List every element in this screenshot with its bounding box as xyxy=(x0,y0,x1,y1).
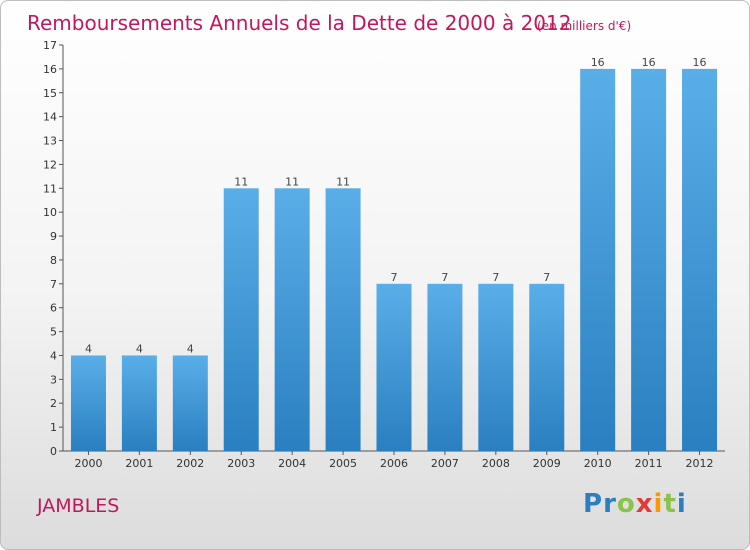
proxiti-logo: Proxiti xyxy=(583,489,687,519)
y-tick-label: 9 xyxy=(50,230,57,243)
chart-unit: (en milliers d'€) xyxy=(537,19,631,33)
bar-value-label: 7 xyxy=(441,271,448,284)
bar xyxy=(121,355,157,451)
logo-letter: o xyxy=(616,489,636,519)
x-tick-label: 2005 xyxy=(329,457,357,470)
bar xyxy=(70,355,106,451)
bar-value-label: 4 xyxy=(187,342,194,355)
bar-value-label: 7 xyxy=(492,271,499,284)
logo-letter: P xyxy=(583,489,604,519)
y-tick-label: 2 xyxy=(50,397,57,410)
y-tick-label: 11 xyxy=(43,182,57,195)
bar-value-label: 11 xyxy=(336,175,350,188)
x-tick-label: 2000 xyxy=(74,457,102,470)
y-tick-label: 10 xyxy=(43,206,57,219)
y-tick-label: 4 xyxy=(50,349,57,362)
chart-title: Remboursements Annuels de la Dette de 20… xyxy=(27,11,571,35)
y-tick-label: 3 xyxy=(50,373,57,386)
x-tick-label: 2010 xyxy=(584,457,612,470)
x-tick-label: 2001 xyxy=(125,457,153,470)
bar xyxy=(223,188,259,451)
bar-value-label: 11 xyxy=(234,175,248,188)
y-tick-label: 12 xyxy=(43,158,57,171)
y-tick-label: 5 xyxy=(50,326,57,339)
x-axis-ticks: 2000 2001 2002 2003 2004 2005 2006 2007 2008 2009… xyxy=(74,451,714,470)
x-tick-label: 2008 xyxy=(482,457,510,470)
bar-value-label: 4 xyxy=(136,342,143,355)
bar xyxy=(682,68,718,451)
bar xyxy=(529,283,565,451)
y-tick-label: 0 xyxy=(50,445,57,458)
bar-value-label: 7 xyxy=(543,271,550,284)
bar xyxy=(325,188,361,451)
bar xyxy=(580,68,616,451)
y-tick-label: 13 xyxy=(43,135,57,148)
x-tick-label: 2012 xyxy=(686,457,714,470)
bar-value-label: 7 xyxy=(391,271,398,284)
bar-value-label: 4 xyxy=(85,342,92,355)
x-tick-label: 2006 xyxy=(380,457,408,470)
bar xyxy=(478,283,514,451)
y-tick-label: 16 xyxy=(43,63,57,76)
y-tick-label: 7 xyxy=(50,278,57,291)
bar-value-label: 16 xyxy=(591,56,605,69)
bar-value-label: 16 xyxy=(642,56,656,69)
y-tick-label: 8 xyxy=(50,254,57,267)
logo-letter: t xyxy=(663,489,677,519)
y-tick-label: 1 xyxy=(50,421,57,434)
x-tick-label: 2004 xyxy=(278,457,306,470)
x-tick-label: 2009 xyxy=(533,457,561,470)
bar xyxy=(172,355,208,451)
x-tick-label: 2007 xyxy=(431,457,459,470)
bars-group: 4 4 4 11 11 11 7 7 7 7 16 16 16 xyxy=(70,56,718,451)
y-tick-label: 15 xyxy=(43,87,57,100)
bar-value-label: 11 xyxy=(285,175,299,188)
logo-letter: x xyxy=(635,489,654,519)
y-tick-label: 17 xyxy=(43,39,57,52)
y-tick-label: 14 xyxy=(43,111,57,124)
bar xyxy=(376,283,412,451)
bar xyxy=(631,68,667,451)
bar xyxy=(274,188,310,451)
x-tick-label: 2002 xyxy=(176,457,204,470)
logo-letter: i xyxy=(653,489,664,519)
logo-letter: i xyxy=(676,489,687,519)
commune-name: JAMBLES xyxy=(37,495,120,517)
x-tick-label: 2011 xyxy=(635,457,663,470)
x-tick-label: 2003 xyxy=(227,457,255,470)
y-tick-label: 6 xyxy=(50,302,57,315)
bar-value-label: 16 xyxy=(693,56,707,69)
bar xyxy=(427,283,463,451)
logo-letter: r xyxy=(603,489,617,519)
